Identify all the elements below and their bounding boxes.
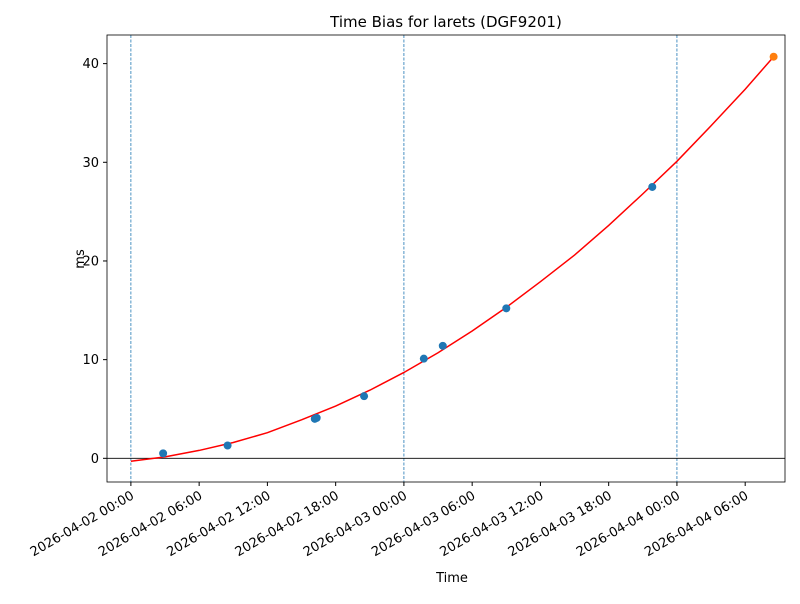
data-point xyxy=(159,449,168,458)
data-point xyxy=(769,52,778,61)
data-point xyxy=(502,304,511,313)
y-axis-label: ms xyxy=(73,249,88,269)
fit-line xyxy=(130,56,775,463)
data-point xyxy=(360,392,369,401)
axes-frame xyxy=(106,34,786,483)
data-point xyxy=(312,413,321,422)
y-tick-label: 0 xyxy=(91,452,99,467)
chart-title: Time Bias for larets (DGF9201) xyxy=(329,13,562,31)
y-tick-label: 20 xyxy=(82,254,99,269)
y-tick-label: 30 xyxy=(82,156,99,171)
data-point xyxy=(223,441,232,450)
data-point xyxy=(648,182,657,191)
data-point xyxy=(419,354,428,363)
y-tick-label: 10 xyxy=(82,353,99,368)
data-point xyxy=(438,341,447,350)
x-axis-label: Time xyxy=(435,571,468,586)
y-tick-label: 40 xyxy=(82,57,99,72)
